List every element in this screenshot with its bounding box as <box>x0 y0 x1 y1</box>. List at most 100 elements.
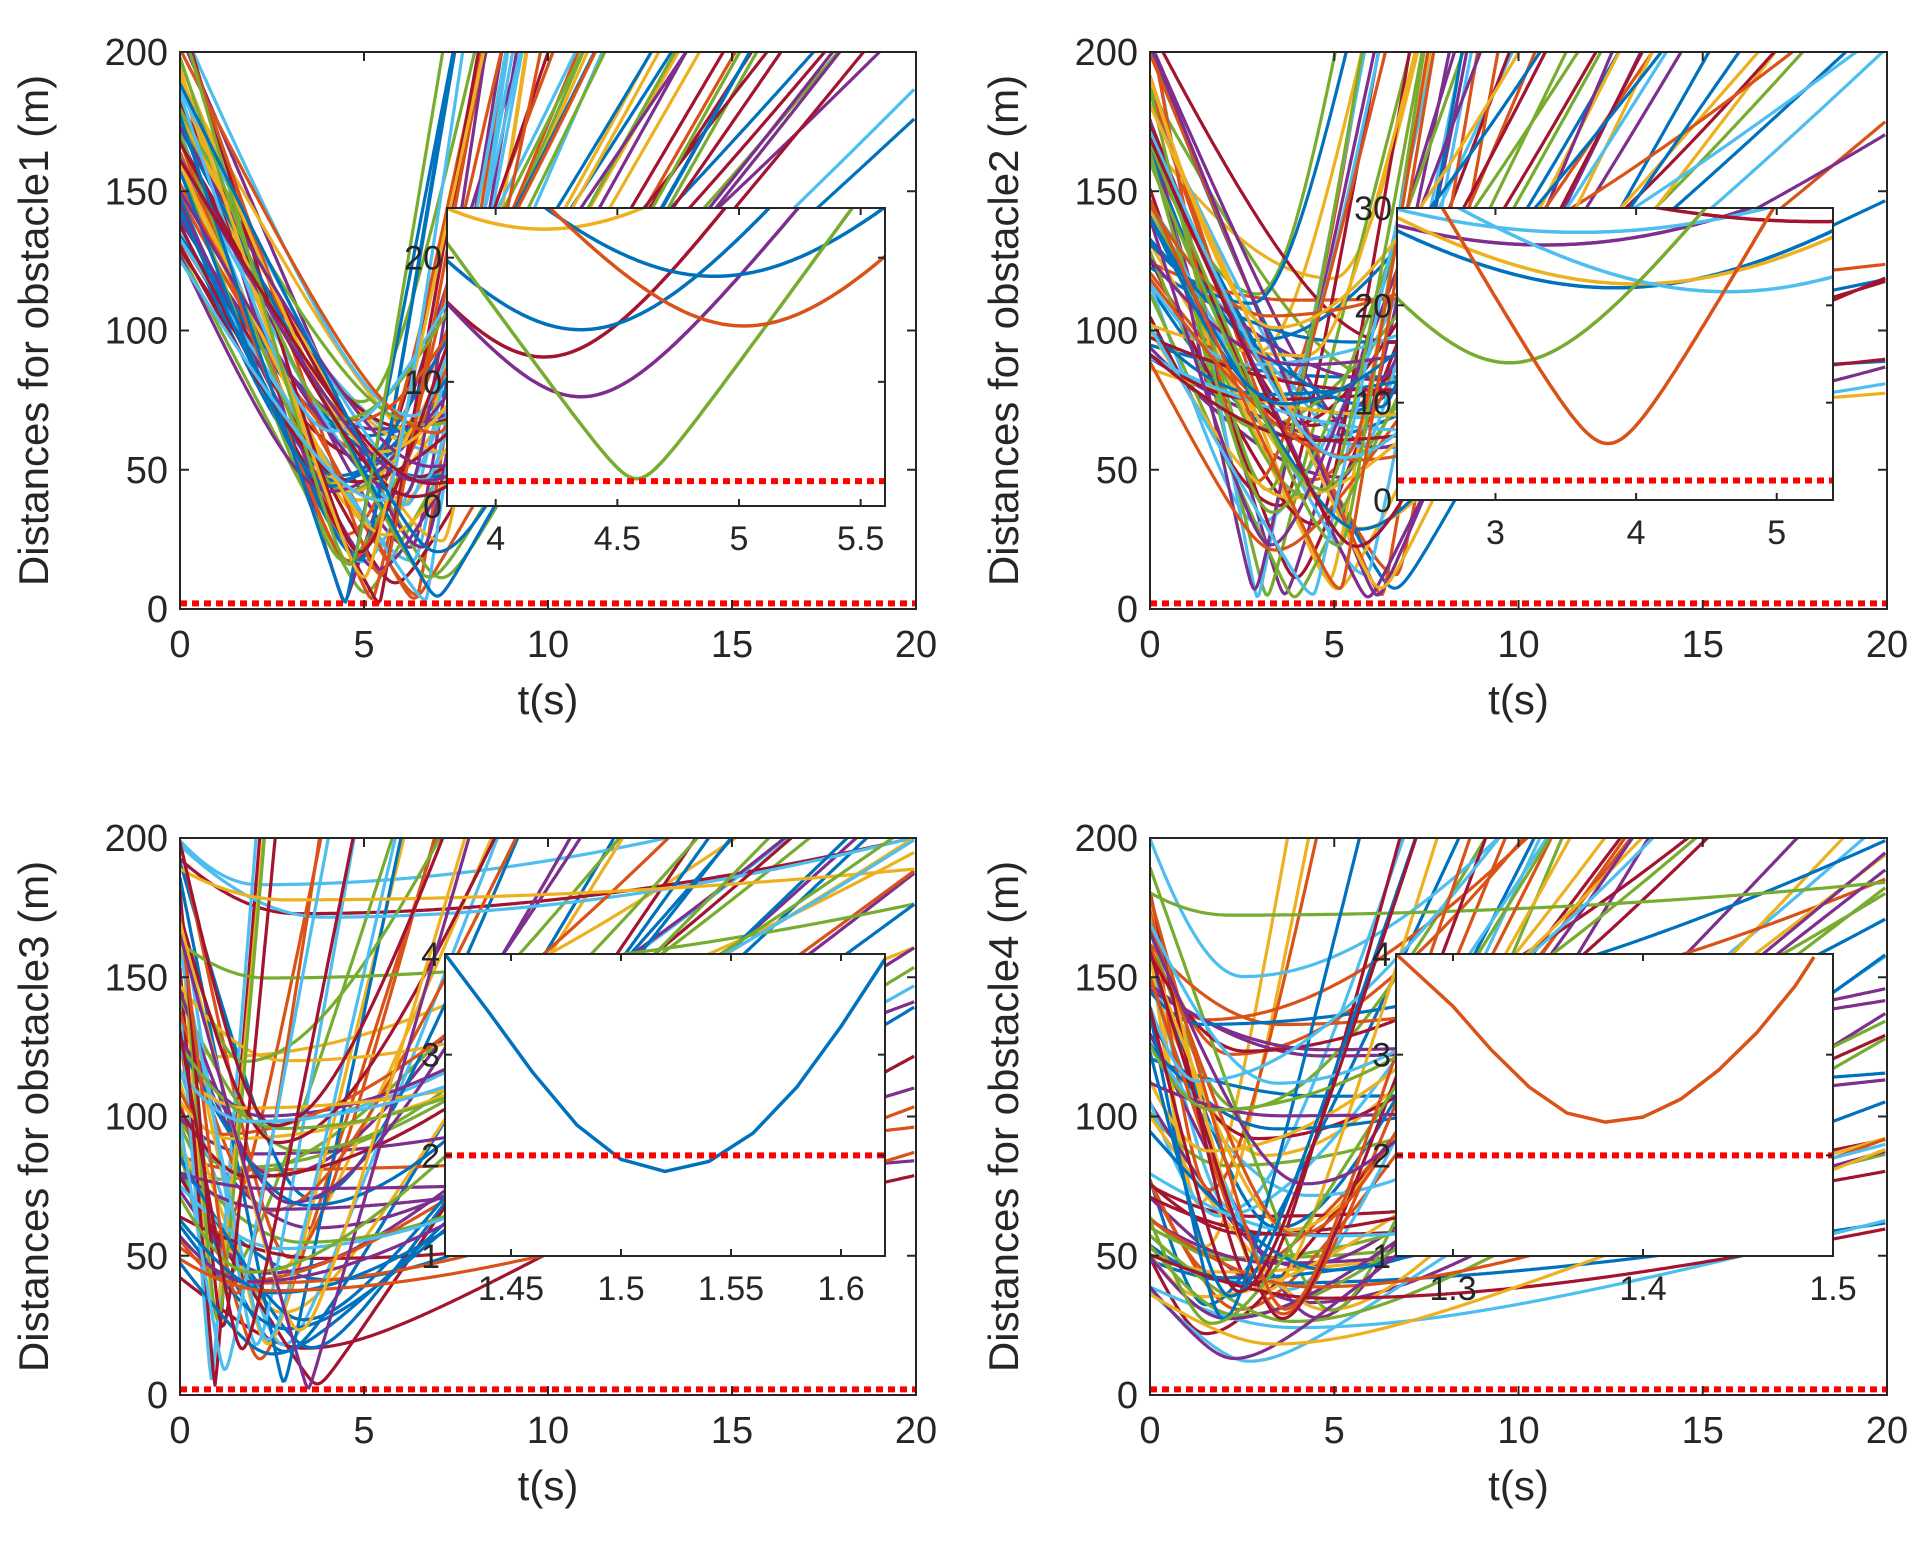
x-axis-label: t(s) <box>518 676 579 723</box>
trajectory-line <box>1150 838 1488 1111</box>
x-tick-label: 5 <box>353 1410 374 1452</box>
x-tick-label: 0 <box>1139 624 1160 666</box>
y-tick-label: 200 <box>105 32 168 74</box>
x-axis-label: t(s) <box>1488 676 1549 723</box>
inset-curve <box>447 208 801 399</box>
inset-curve <box>542 208 885 279</box>
y-tick-label: 100 <box>105 1097 168 1139</box>
y-tick-label: 100 <box>105 311 168 353</box>
x-tick-label: 10 <box>1497 624 1539 666</box>
trajectory-line <box>180 52 457 562</box>
y-tick-label: 50 <box>126 450 168 492</box>
trajectory-line <box>180 52 486 579</box>
inset-plot: 3 4 5 0 10 20 30 <box>1354 190 1834 552</box>
inset-y-tick-label: 2 <box>421 1137 440 1175</box>
inset-x-tick-label: 1.6 <box>817 1270 864 1308</box>
trajectory-line <box>1150 52 1420 280</box>
trajectory-line <box>1150 838 1488 1321</box>
inset-x-tick-label: 1.45 <box>478 1270 544 1308</box>
inset-axes-box <box>446 207 886 507</box>
trajectory-line <box>180 52 674 483</box>
inset-curve <box>447 208 728 359</box>
trajectory-line <box>1150 52 1711 590</box>
trajectory-line <box>180 867 915 902</box>
x-tick-label: 15 <box>711 624 753 666</box>
trajectory-line <box>180 52 578 433</box>
x-tick-label: 10 <box>527 624 569 666</box>
x-tick-label: 20 <box>895 624 937 666</box>
trajectory-line <box>180 838 674 887</box>
inset-plot: 1.45 1.5 1.55 1.6 1 2 3 4 <box>421 936 886 1308</box>
y-axis-label: Distances for obstacle1 (m) <box>10 75 57 586</box>
trajectory-line <box>1150 838 1502 1083</box>
trajectory-line <box>180 52 752 554</box>
trajectory-line <box>1150 52 1424 492</box>
trajectory-line <box>180 838 442 1064</box>
inset-curve <box>447 208 855 481</box>
y-tick-label: 150 <box>105 171 168 213</box>
inset-curve <box>447 208 772 332</box>
trajectory-line <box>1150 838 1508 1316</box>
trajectory-line <box>180 838 445 1128</box>
inset-x-tick-label: 4 <box>486 520 505 558</box>
inset-curve <box>1440 208 1776 446</box>
trajectory-line <box>180 838 915 916</box>
inset-x-tick-label: 5 <box>730 520 749 558</box>
inset-curve <box>1396 954 1816 1124</box>
x-tick-label: 20 <box>1866 624 1908 666</box>
x-tick-label: 5 <box>1324 1410 1345 1452</box>
inset-y-tick-label: 4 <box>1372 936 1391 974</box>
trajectory-line <box>1150 52 1521 330</box>
trajectory-line <box>1150 838 1530 1022</box>
y-tick-label: 150 <box>1075 957 1138 999</box>
trajectory-line <box>180 52 455 604</box>
x-tick-label: 20 <box>895 1410 937 1452</box>
y-tick-label: 100 <box>1075 1097 1138 1139</box>
x-tick-label: 0 <box>1139 1410 1160 1452</box>
y-tick-label: 200 <box>105 818 168 860</box>
trajectory-line <box>1150 52 1430 458</box>
inset-x-tick-label: 1.55 <box>698 1270 764 1308</box>
inset-curve <box>1649 208 1833 224</box>
trajectory-line <box>1150 838 1418 1294</box>
trajectory-line <box>1150 838 1439 1292</box>
trajectory-line <box>1151 52 1614 597</box>
inset-x-tick-label: 4.5 <box>594 520 641 558</box>
y-tick-label: 150 <box>1075 171 1138 213</box>
inset-y-tick-label: 0 <box>1373 482 1392 520</box>
inset-y-tick-label: 20 <box>1354 287 1392 325</box>
inset-y-tick-label: 10 <box>404 364 442 402</box>
y-tick-label: 50 <box>1096 450 1138 492</box>
trajectory-line <box>180 838 437 1260</box>
x-tick-label: 5 <box>1324 624 1345 666</box>
inset-y-tick-label: 20 <box>404 240 442 278</box>
inset-curve <box>445 954 885 1174</box>
inset-x-tick-label: 1.5 <box>1809 1270 1856 1308</box>
inset-curve <box>1455 208 1833 294</box>
inset-curve <box>1397 208 1708 365</box>
inset-y-tick-label: 3 <box>1372 1037 1391 1075</box>
y-tick-label: 0 <box>1117 1375 1138 1417</box>
y-axis-label: Distances for obstacle2 (m) <box>980 75 1027 586</box>
inset-y-tick-label: 1 <box>421 1238 440 1276</box>
y-tick-label: 200 <box>1075 818 1138 860</box>
inset-y-tick-label: 30 <box>1354 190 1392 228</box>
trajectory-line <box>180 52 465 502</box>
x-tick-label: 0 <box>169 624 190 666</box>
inset-curve <box>1397 208 1756 247</box>
x-tick-label: 10 <box>527 1410 569 1452</box>
x-tick-label: 15 <box>711 1410 753 1452</box>
trajectory-line <box>1150 838 1552 1325</box>
inset-curve <box>1397 215 1833 286</box>
trajectory-line <box>180 838 330 1372</box>
x-axis-label: t(s) <box>1488 1462 1549 1509</box>
inset-x-tick-label: 4 <box>1627 514 1646 552</box>
x-axis-label: t(s) <box>518 1462 579 1509</box>
inset-curve <box>547 208 885 328</box>
trajectory-line <box>1150 880 1886 917</box>
trajectory-line <box>180 838 622 1181</box>
x-tick-label: 15 <box>1682 624 1724 666</box>
